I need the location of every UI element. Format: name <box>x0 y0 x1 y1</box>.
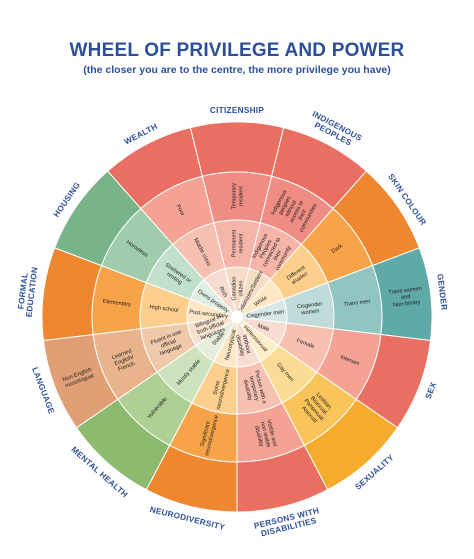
segment-label-sex-ring-1: Male <box>257 323 270 333</box>
segment-label-gender-ring-1: Cisgender men <box>246 309 284 320</box>
segment-label-persons-with-disabilities-ring-1: Withoutdisability <box>234 333 251 357</box>
wheel-sector-wealth-ring-4 <box>106 127 203 210</box>
segment-label-wealth-ring-1: Rich <box>218 286 229 299</box>
segment-label-gender-ring-2: Cisgenderwomen <box>297 301 324 317</box>
wheel-title: WHEEL OF PRIVILEGE AND POWER <box>69 40 405 61</box>
wheel-segment-labels: Canadiancitizen Permanentresident Temporar… <box>62 183 424 457</box>
wheel-sector-citizenship-ring-4 <box>189 121 285 177</box>
wheel-center-hole <box>229 309 245 325</box>
category-label-gender: GENDER <box>435 273 448 311</box>
segment-label-formal-education-ring-1: Post-secondary <box>189 309 229 320</box>
wheel-subtitle: (the closer you are to the centre, the m… <box>83 64 391 76</box>
category-label-sex: SEX <box>424 381 439 401</box>
segment-label-citizenship-ring-3: Temporaryresident <box>232 183 245 210</box>
wheel-sectors <box>41 121 433 513</box>
segment-label-indigenous-peoples-ring-3: Indigenouspeopleswithoutaccess totheirco… <box>270 187 319 233</box>
segment-label-skin-colour-ring-3: Dark <box>331 243 344 255</box>
segment-label-formal-education-ring-2: High school <box>149 304 179 313</box>
segment-label-gender-ring-4: Trans womenandNon-binary <box>388 286 424 309</box>
segment-label-indigenous-peoples-ring-2: IndigenousPeoplesconnected totheircommun… <box>250 231 294 274</box>
segment-label-formal-education-ring-3: Elementary <box>102 299 131 308</box>
category-label-formal-education: FORMALEDUCATION <box>16 265 40 318</box>
segment-label-citizenship-ring-1: Canadiancitizen <box>232 277 245 301</box>
category-label-citizenship: CITIZENSHIP <box>210 106 264 115</box>
segment-label-citizenship-ring-2: Permanentresident <box>232 229 245 257</box>
category-label-persons-with-disabilities: PERSONS WITHDISABILITIES <box>253 506 322 539</box>
segment-label-gender-ring-3: Trans men <box>344 299 371 308</box>
segment-label-wealth-ring-3: Poor <box>175 204 186 217</box>
